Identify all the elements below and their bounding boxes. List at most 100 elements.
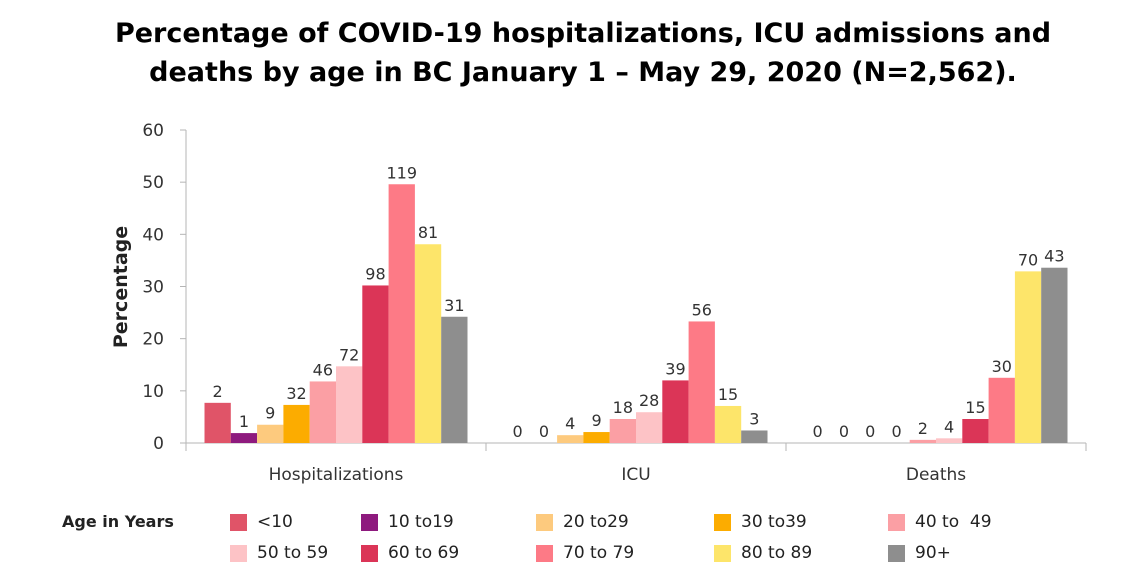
bar [909,439,936,443]
bar [609,419,636,443]
bar [414,244,442,443]
legend-swatch [888,544,905,562]
data-label: 0 [539,422,549,441]
legend-swatch [361,544,378,562]
data-label: 18 [613,398,633,417]
legend-label: 90+ [915,543,951,563]
legend-swatch [361,513,378,531]
bar [362,285,389,443]
data-label: 4 [944,417,954,436]
y-axis-title: Percentage [110,226,132,348]
data-label: 2 [918,419,928,438]
data-label: 15 [718,385,738,404]
data-label: 32 [286,384,306,403]
y-tick-label: 10 [142,382,164,402]
bar [936,438,963,443]
legend-item: 40 to 49 [888,511,992,533]
data-label: 39 [665,359,685,378]
bar [283,404,310,443]
legend-label: 80 to 89 [741,543,813,563]
y-tick-label: 20 [142,330,164,350]
data-label: 9 [265,404,275,423]
bar [688,321,715,443]
chart-title-line-1: Percentage of COVID-19 hospitalizations,… [114,18,1052,49]
legend-item: <10 [230,511,293,533]
bar [257,424,284,443]
legend-label: 70 to 79 [563,543,635,563]
data-label: 70 [1018,250,1038,269]
legend-item: 60 to 69 [361,542,459,564]
data-label: 43 [1044,247,1064,266]
bar [557,435,584,443]
bar [441,316,468,443]
bar [988,377,1015,443]
data-label: 30 [992,357,1012,376]
data-label: 56 [692,300,712,319]
legend-label: <10 [257,512,293,532]
bar [636,412,663,443]
x-tick-label: Deaths [906,465,966,485]
bar [583,432,610,443]
legend-label: 20 to29 [563,512,629,532]
legend-item: 30 to39 [714,511,807,533]
x-tick-label: Hospitalizations [269,465,404,485]
data-label: 28 [639,391,659,410]
data-label: 0 [839,422,849,441]
legend-label: 10 to19 [388,512,454,532]
legend-item: 70 to 79 [536,542,634,564]
bar [336,366,363,443]
data-label: 0 [513,422,523,441]
legend-item: 80 to 89 [714,542,812,564]
bar [309,381,336,443]
legend-label: 40 to 49 [915,512,992,532]
bar [962,419,989,443]
bar [662,380,689,443]
legend-item: 90+ [888,542,951,564]
y-tick-label: 30 [142,278,164,298]
legend-swatch [888,513,905,531]
bar [388,184,415,443]
legend-item: 50 to 59 [230,542,328,564]
bar [714,405,742,443]
legend-swatch [714,544,731,562]
data-label: 9 [591,411,601,430]
data-label: 31 [444,296,464,315]
legend-label: 60 to 69 [388,543,460,563]
legend-label: 30 to39 [741,512,807,532]
chart-title: Percentage of COVID-19 hospitalizations,… [0,14,1143,92]
x-tick-label: ICU [621,465,650,485]
data-label: 3 [749,409,759,428]
legend-label: 50 to 59 [257,543,329,563]
legend-swatch [230,513,247,531]
bar [204,402,231,443]
legend-title: Age in Years [62,512,174,531]
data-label: 0 [813,422,823,441]
legend-item: 20 to29 [536,511,629,533]
data-label: 0 [865,422,875,441]
data-label: 15 [965,398,985,417]
y-tick-label: 0 [153,434,164,454]
legend-swatch [230,544,247,562]
data-label: 119 [386,163,417,182]
legend-item: 10 to19 [361,511,454,533]
data-label: 4 [565,414,575,433]
bar [1014,271,1042,443]
data-label: 46 [313,360,333,379]
data-label: 72 [339,345,359,364]
bar [1041,267,1068,443]
data-label: 2 [213,382,223,401]
y-tick-label: 60 [142,121,164,141]
legend-swatch [714,513,731,531]
data-label: 98 [365,264,385,283]
y-tick-label: 40 [142,225,164,245]
chart-title-line-2: deaths by age in BC January 1 – May 29, … [149,57,1017,88]
y-tick-label: 50 [142,173,164,193]
bar [230,433,258,443]
legend-swatch [536,544,553,562]
bar [741,430,768,443]
data-label: 0 [891,422,901,441]
data-label: 1 [239,412,249,431]
legend-swatch [536,513,553,531]
data-label: 81 [418,223,438,242]
